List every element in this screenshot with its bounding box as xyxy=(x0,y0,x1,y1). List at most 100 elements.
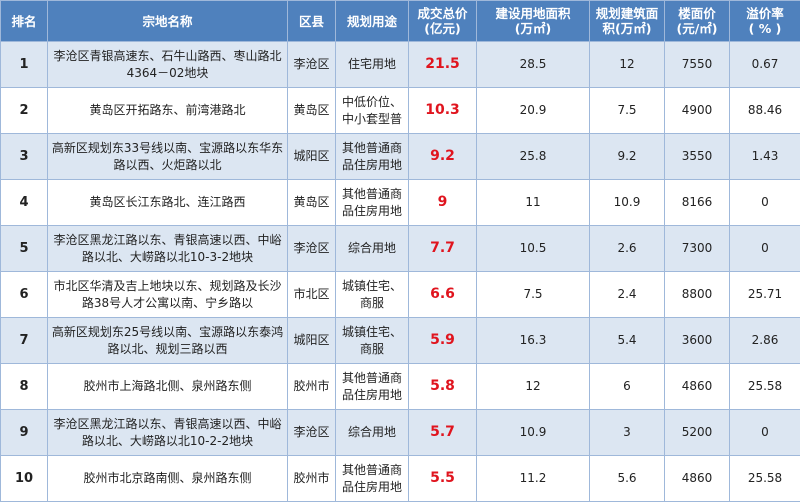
floor-price-cell: 4900 xyxy=(664,87,730,134)
rank-cell: 7 xyxy=(0,317,48,364)
table-row: 3 高新区规划东33号线以南、宝源路以东华东路以西、火炬路以北 城阳区 其他普通商品住… xyxy=(0,133,800,180)
district-cell: 黄岛区 xyxy=(287,179,336,226)
table-body: 1 李沧区青银高速东、石牛山路西、枣山路北4364－02地块 李沧区 住宅用地 21.5… xyxy=(0,41,800,502)
usage-cell: 住宅用地 xyxy=(335,41,409,88)
building-area-cell: 9.2 xyxy=(589,133,665,180)
land-area-cell: 11.2 xyxy=(476,455,590,502)
district-cell: 市北区 xyxy=(287,271,336,318)
rank-cell: 6 xyxy=(0,271,48,318)
total-price-cell: 9.2 xyxy=(408,133,477,180)
header-text: 排名 xyxy=(11,13,37,29)
usage-cell: 其他普通商品住房用地 xyxy=(335,455,409,502)
building-area-cell: 5.4 xyxy=(589,317,665,364)
header-text: 规划用途 xyxy=(346,13,397,29)
parcel-name-cell: 胶州市北京路南侧、泉州路东侧 xyxy=(47,455,288,502)
building-area-cell: 6 xyxy=(589,363,665,410)
floor-price-cell: 4860 xyxy=(664,455,730,502)
header-text: (万㎡) xyxy=(514,21,552,36)
district-cell: 李沧区 xyxy=(287,409,336,456)
usage-cell: 其他普通商品住房用地 xyxy=(335,179,409,226)
usage-cell: 中低价位、中小套型普 xyxy=(335,87,409,134)
table-row: 2 黄岛区开拓路东、前湾港路北 黄岛区 中低价位、中小套型普 10.3 20.9 7.5 49… xyxy=(0,87,800,134)
table-row: 1 李沧区青银高速东、石牛山路西、枣山路北4364－02地块 李沧区 住宅用地 21.5… xyxy=(0,41,800,88)
parcel-name-cell: 李沧区黑龙江路以东、青银高速以西、中峪路以北、大崂路以北10-3-2地块 xyxy=(47,225,288,272)
district-cell: 胶州市 xyxy=(287,455,336,502)
usage-cell: 综合用地 xyxy=(335,409,409,456)
total-price-cell: 7.7 xyxy=(408,225,477,272)
header-cell: 建设用地面积 (万㎡) xyxy=(476,0,590,42)
parcel-name-cell: 李沧区青银高速东、石牛山路西、枣山路北4364－02地块 xyxy=(47,41,288,88)
header-text: 宗地名称 xyxy=(142,13,193,29)
building-area-cell: 3 xyxy=(589,409,665,456)
floor-price-cell: 5200 xyxy=(664,409,730,456)
header-text: 区县 xyxy=(298,13,324,29)
total-price-cell: 5.7 xyxy=(408,409,477,456)
header-cell: 区县 xyxy=(287,0,336,42)
header-text: (元/㎡) xyxy=(676,21,718,36)
premium-rate-cell: 25.58 xyxy=(729,363,800,410)
table-row: 7 高新区规划东25号线以南、宝源路以东泰鸿路以北、规划三路以西 城阳区 城镇住宅、商… xyxy=(0,317,800,364)
floor-price-cell: 4860 xyxy=(664,363,730,410)
header-text: 成交总价 xyxy=(417,6,468,21)
building-area-cell: 10.9 xyxy=(589,179,665,226)
rank-cell: 3 xyxy=(0,133,48,180)
premium-rate-cell: 25.71 xyxy=(729,271,800,318)
district-cell: 胶州市 xyxy=(287,363,336,410)
land-area-cell: 16.3 xyxy=(476,317,590,364)
rank-cell: 9 xyxy=(0,409,48,456)
parcel-name-cell: 高新区规划东33号线以南、宝源路以东华东路以西、火炬路以北 xyxy=(47,133,288,180)
table-row: 5 李沧区黑龙江路以东、青银高速以西、中峪路以北、大崂路以北10-3-2地块 李沧区… xyxy=(0,225,800,272)
table-row: 6 市北区华清及吉上地块以东、规划路及长沙路38号人才公寓以南、宁乡路以 市北区 城镇… xyxy=(0,271,800,318)
total-price-cell: 6.6 xyxy=(408,271,477,318)
premium-rate-cell: 0 xyxy=(729,409,800,456)
district-cell: 城阳区 xyxy=(287,133,336,180)
header-cell: 排名 xyxy=(0,0,48,42)
district-cell: 李沧区 xyxy=(287,41,336,88)
total-price-cell: 5.8 xyxy=(408,363,477,410)
header-text: 溢价率 xyxy=(746,6,784,21)
land-area-cell: 10.5 xyxy=(476,225,590,272)
table-row: 9 李沧区黑龙江路以东、青银高速以西、中峪路以北、大崂路以北10-2-2地块 李沧区… xyxy=(0,409,800,456)
total-price-cell: 5.9 xyxy=(408,317,477,364)
land-area-cell: 11 xyxy=(476,179,590,226)
usage-cell: 城镇住宅、商服 xyxy=(335,317,409,364)
premium-rate-cell: 0 xyxy=(729,225,800,272)
parcel-name-cell: 市北区华清及吉上地块以东、规划路及长沙路38号人才公寓以南、宁乡路以 xyxy=(47,271,288,318)
district-cell: 黄岛区 xyxy=(287,87,336,134)
usage-cell: 其他普通商品住房用地 xyxy=(335,363,409,410)
district-cell: 城阳区 xyxy=(287,317,336,364)
header-cell: 宗地名称 xyxy=(47,0,288,42)
building-area-cell: 2.4 xyxy=(589,271,665,318)
header-text: (亿元) xyxy=(424,21,461,36)
header-text: 规划建筑面 xyxy=(595,6,659,21)
total-price-cell: 21.5 xyxy=(408,41,477,88)
floor-price-cell: 7300 xyxy=(664,225,730,272)
premium-rate-cell: 88.46 xyxy=(729,87,800,134)
table-row: 8 胶州市上海路北侧、泉州路东侧 胶州市 其他普通商品住房用地 5.8 12 6 4860 25… xyxy=(0,363,800,410)
header-cell: 规划建筑面 积(万㎡) xyxy=(589,0,665,42)
header-text: 建设用地面积 xyxy=(495,6,571,21)
header-cell: 成交总价 (亿元) xyxy=(408,0,477,42)
total-price-cell: 10.3 xyxy=(408,87,477,134)
usage-cell: 其他普通商品住房用地 xyxy=(335,133,409,180)
total-price-cell: 5.5 xyxy=(408,455,477,502)
building-area-cell: 5.6 xyxy=(589,455,665,502)
header-cell: 楼面价 (元/㎡) xyxy=(664,0,730,42)
land-area-cell: 20.9 xyxy=(476,87,590,134)
rank-cell: 10 xyxy=(0,455,48,502)
rank-cell: 1 xyxy=(0,41,48,88)
floor-price-cell: 7550 xyxy=(664,41,730,88)
parcel-name-cell: 黄岛区长江东路北、连江路西 xyxy=(47,179,288,226)
land-area-cell: 7.5 xyxy=(476,271,590,318)
land-area-cell: 25.8 xyxy=(476,133,590,180)
land-area-cell: 28.5 xyxy=(476,41,590,88)
building-area-cell: 2.6 xyxy=(589,225,665,272)
table-header: 排名 宗地名称 区县 规划用途 成交总价 (亿元) 建设用地面积 (万㎡) 规划建筑面 积(万㎡)… xyxy=(0,0,800,42)
rank-cell: 5 xyxy=(0,225,48,272)
land-area-cell: 10.9 xyxy=(476,409,590,456)
header-cell: 规划用途 xyxy=(335,0,409,42)
parcel-name-cell: 高新区规划东25号线以南、宝源路以东泰鸿路以北、规划三路以西 xyxy=(47,317,288,364)
premium-rate-cell: 0 xyxy=(729,179,800,226)
